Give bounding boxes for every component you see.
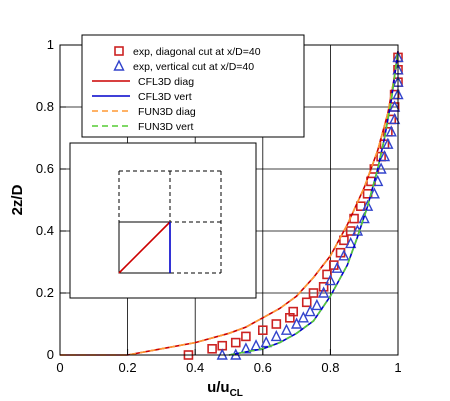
x-tick-label: 0.6 [254, 360, 272, 375]
legend-box [81, 34, 305, 138]
y-tick-label: 1 [47, 37, 54, 52]
legend-item: FUN3D vert [92, 121, 194, 133]
series-fun3d-vert [228, 51, 399, 356]
data-point [324, 274, 337, 286]
legend-item: CFL3D vert [92, 91, 192, 103]
data-point [358, 212, 370, 224]
legend-swatch [113, 59, 125, 71]
data-point [338, 249, 350, 261]
data-point [388, 112, 401, 125]
data-point [230, 337, 241, 348]
legend-item: exp, diagonal cut at x/D=40 [114, 46, 261, 58]
legend-item: CFL3D diag [92, 76, 194, 88]
y-axis-label: 2z/D [9, 184, 26, 215]
x-tick-label: 0.2 [119, 360, 137, 375]
x-tick-label: 0 [56, 360, 63, 375]
data-point [207, 343, 217, 354]
series-line [228, 51, 399, 356]
series-exp-diagonal-cut-at-x-d-40 [183, 52, 403, 360]
data-point [345, 236, 357, 249]
y-tick-label: 0.6 [36, 161, 54, 176]
data-point [270, 329, 282, 342]
data-point [385, 125, 397, 137]
data-point [361, 199, 374, 211]
y-tick-label: 0.4 [36, 223, 54, 238]
legend-swatch [114, 46, 124, 56]
data-point [304, 305, 316, 317]
legend-label: exp, diagonal cut at x/D=40 [133, 46, 261, 58]
data-point [372, 174, 384, 187]
series-layer [60, 50, 404, 360]
legend-item: exp, vertical cut at x/D=40 [113, 59, 254, 73]
data-point [308, 288, 319, 298]
cut-location-inset [69, 142, 257, 299]
series-line [60, 51, 399, 356]
legend: exp, diagonal cut at x/D=40 exp, vertical… [81, 34, 305, 138]
legend-label: CFL3D diag [138, 76, 194, 88]
ticks: 0 0.2 0.4 0.6 0.8 1 0 0.2 0.4 0.6 0.8 1 [36, 37, 402, 375]
data-point [382, 137, 394, 149]
legend-items: exp, diagonal cut at x/D=40 exp, vertical… [92, 46, 261, 133]
data-point [301, 297, 312, 308]
y-tick-label: 0.2 [36, 285, 54, 300]
data-point [290, 317, 303, 329]
data-point [331, 261, 343, 273]
data-point [250, 339, 262, 351]
data-point [297, 311, 309, 323]
series-fun3d-diag [60, 51, 399, 356]
x-tick-label: 1 [394, 360, 401, 375]
x-axis-label: u/uCL [207, 379, 243, 399]
legend-item: FUN3D diag [92, 106, 196, 118]
data-point [271, 319, 282, 329]
inset-box [69, 142, 257, 299]
data-point [257, 325, 268, 336]
data-point [388, 100, 401, 112]
legend-label: CFL3D vert [138, 91, 192, 103]
data-point [375, 162, 387, 174]
legend-label: exp, vertical cut at x/D=40 [133, 61, 254, 73]
data-point [311, 298, 323, 311]
legend-label: FUN3D vert [138, 121, 194, 133]
legend-label: FUN3D diag [138, 106, 196, 118]
data-point [288, 306, 299, 317]
data-point [368, 187, 380, 199]
x-tick-label: 0.8 [321, 360, 339, 375]
data-point [378, 150, 391, 162]
data-point [318, 281, 329, 292]
data-point [280, 323, 293, 335]
data-point [322, 269, 332, 280]
data-point [240, 342, 252, 354]
y-tick-label: 0.8 [36, 99, 54, 114]
inset-diagonal-cut [118, 221, 171, 274]
data-point [241, 331, 251, 342]
y-tick-label: 0 [47, 347, 54, 362]
data-point [318, 286, 330, 298]
x-tick-label: 0.4 [186, 360, 204, 375]
data-point [260, 336, 272, 348]
data-point [339, 235, 349, 246]
